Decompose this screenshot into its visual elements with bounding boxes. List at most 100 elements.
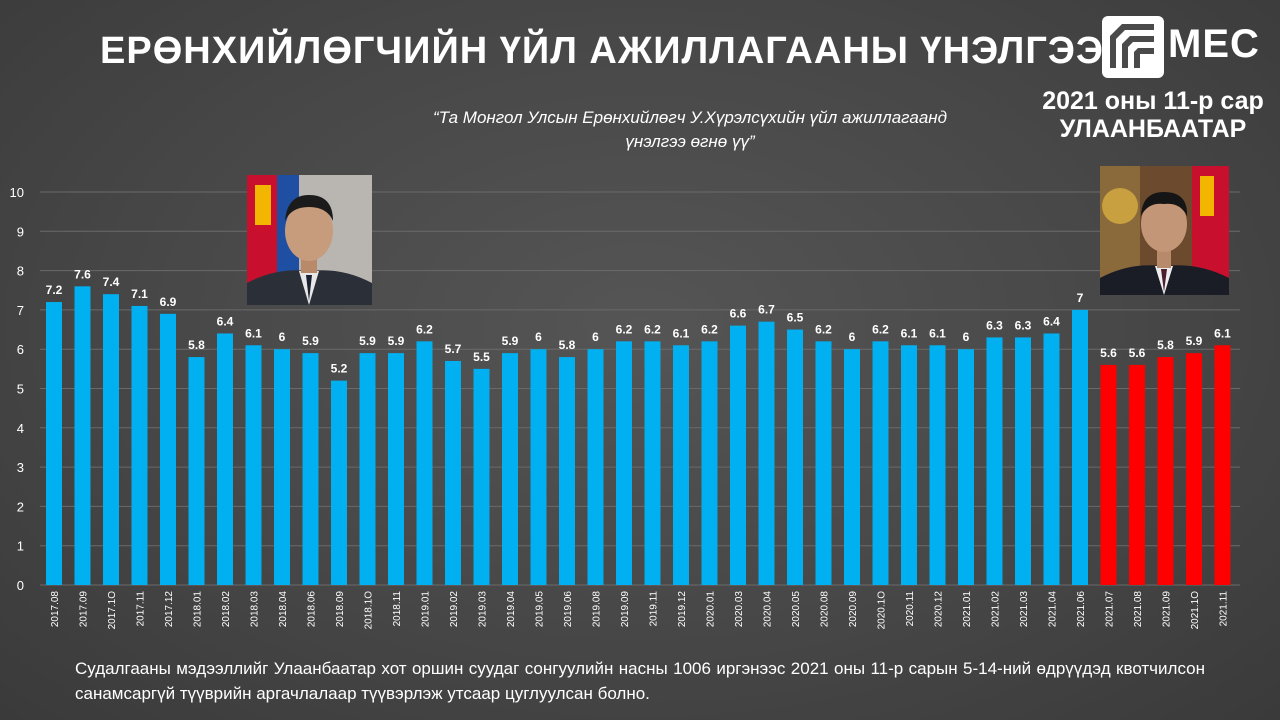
bar-value-label: 6 <box>849 330 856 344</box>
bar-value-label: 5.6 <box>1100 346 1117 360</box>
x-tick-label: 2018.01 <box>193 591 204 628</box>
bar <box>587 349 604 585</box>
x-tick-label: 2018.06 <box>307 591 318 628</box>
bar-value-label: 5.8 <box>559 338 576 352</box>
approval-bar-chart: 0 1 2 3 4 5 6 7 8 9 10 7.2 2017.08 7.6 2017.09 7.4 2017.… <box>10 185 1240 630</box>
bar-value-label: 5.8 <box>188 338 205 352</box>
bar-value-label: 6.2 <box>872 322 889 336</box>
x-tick-label: 2020.03 <box>734 591 745 628</box>
bar <box>359 353 376 585</box>
bar <box>217 333 233 585</box>
bar-value-label: 6 <box>963 330 970 344</box>
x-tick-label: 2019.08 <box>592 591 603 628</box>
bar <box>644 341 661 585</box>
bar <box>986 337 1003 585</box>
x-tick-label: 2017.08 <box>50 591 61 628</box>
bar-value-label: 6.5 <box>787 311 804 325</box>
y-tick-label: 3 <box>17 460 24 475</box>
y-tick-label: 4 <box>17 421 24 436</box>
x-tick-label: 2018.04 <box>278 591 289 628</box>
bar <box>1157 357 1174 585</box>
bar <box>872 341 889 585</box>
bar <box>616 341 632 585</box>
bar-value-label: 6.3 <box>986 318 1003 332</box>
x-tick-label: 2021.07 <box>1105 591 1116 628</box>
bar <box>1015 337 1031 585</box>
quote-line-1: “Та Монгол Улсын Ерөнхийлөгч У.Хүрэлсүхи… <box>432 108 948 127</box>
x-tick-label: 2021.02 <box>991 591 1002 628</box>
x-tick-label: 2020.04 <box>763 591 774 628</box>
y-tick-label: 6 <box>17 342 24 357</box>
bar-value-label: 6.4 <box>217 314 234 328</box>
bar <box>730 325 746 585</box>
y-tick-label: 0 <box>17 578 24 593</box>
bar-value-label: 5.2 <box>331 362 348 376</box>
bar <box>103 294 119 585</box>
bar-value-label: 5.9 <box>388 334 405 348</box>
bar-value-label: 6.1 <box>901 326 918 340</box>
bar-value-label: 6.1 <box>929 326 946 340</box>
bar-value-label: 7.6 <box>74 267 91 281</box>
bar-value-label: 6.2 <box>616 322 633 336</box>
bar-value-label: 6.9 <box>160 295 177 309</box>
x-tick-label: 2020.12 <box>934 591 945 628</box>
y-tick-label: 2 <box>17 499 24 514</box>
bar <box>160 313 176 585</box>
bar <box>445 360 461 585</box>
bar <box>74 286 91 585</box>
x-tick-label: 2021.08 <box>1133 591 1144 628</box>
bar-value-label: 6.7 <box>758 303 775 317</box>
page-title: ЕРӨНХИЙЛӨГЧИЙН ҮЙЛ АЖИЛЛАГААНЫ ҮНЭЛГЭЭ <box>100 30 1104 72</box>
x-tick-label: 2019.04 <box>506 591 517 628</box>
bar <box>1186 353 1202 585</box>
x-tick-label: 2019.09 <box>620 591 631 628</box>
x-tick-label: 2017.11 <box>136 591 147 627</box>
bar <box>1214 345 1231 585</box>
x-tick-label: 2018.02 <box>221 591 232 628</box>
bar-value-label: 6 <box>592 330 599 344</box>
bar-value-label: 5.9 <box>502 334 519 348</box>
bar-value-label: 6.2 <box>815 322 832 336</box>
bar-value-label: 5.7 <box>445 342 462 356</box>
x-tick-label: 2021.06 <box>1076 591 1087 628</box>
bar-value-label: 7.2 <box>46 283 63 297</box>
bar <box>901 345 917 585</box>
bar <box>844 349 860 585</box>
bar-value-label: 6 <box>279 330 286 344</box>
bar <box>302 353 319 585</box>
bar <box>1100 364 1117 585</box>
bar <box>1129 364 1145 585</box>
x-tick-label: 2020.08 <box>820 591 831 628</box>
bar <box>188 357 205 585</box>
x-tick-label: 2019.05 <box>535 591 546 628</box>
survey-question: “Та Монгол Улсын Ерөнхийлөгч У.Хүрэлсүхи… <box>390 106 990 154</box>
x-tick-label: 2020.11 <box>905 591 916 627</box>
x-tick-label: 2021.1O <box>1190 591 1201 630</box>
bar-value-label: 6.2 <box>644 322 661 336</box>
bar-value-label: 6.1 <box>245 326 262 340</box>
y-tick-label: 7 <box>17 303 24 318</box>
x-tick-label: 2019.11 <box>649 591 660 627</box>
period-city: УЛААНБААТАР <box>1059 115 1247 143</box>
y-tick-label: 9 <box>17 224 24 239</box>
x-tick-label: 2020.01 <box>706 591 717 628</box>
bar-value-label: 5.6 <box>1129 346 1146 360</box>
mec-logo: MEC <box>1100 14 1260 80</box>
x-tick-label: 2019.12 <box>677 591 688 628</box>
bar-value-label: 7 <box>1077 291 1084 305</box>
bar <box>958 349 974 585</box>
bar-value-label: 6.2 <box>416 322 433 336</box>
x-tick-label: 2021.03 <box>1019 591 1030 628</box>
bar-value-label: 6.3 <box>1015 318 1032 332</box>
bar <box>701 341 718 585</box>
bar-value-label: 5.9 <box>302 334 319 348</box>
bar <box>787 329 803 585</box>
bar <box>1043 333 1060 585</box>
bar-value-label: 5.5 <box>473 350 490 364</box>
bar <box>815 341 832 585</box>
bar <box>502 353 518 585</box>
x-tick-label: 2018.1O <box>364 591 375 630</box>
bar-value-label: 6 <box>535 330 542 344</box>
bar <box>388 353 404 585</box>
x-tick-label: 2017.12 <box>164 591 175 628</box>
